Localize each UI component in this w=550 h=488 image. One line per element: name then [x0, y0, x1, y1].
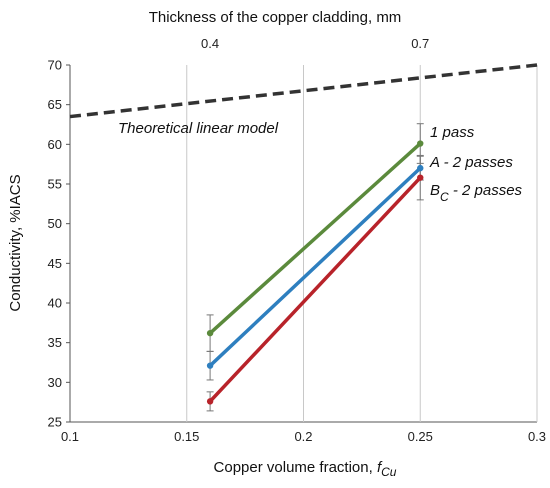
series-label-bc-sub: C: [440, 190, 449, 204]
x-tick-label: 0.2: [294, 429, 312, 444]
x-tick-label: 0.15: [174, 429, 199, 444]
y-tick-label: 65: [48, 97, 62, 112]
series-point: [206, 398, 214, 405]
series-label-a-2-passes: A - 2 passes: [429, 154, 513, 171]
x-axis-title-text: Copper volume fraction,: [214, 459, 377, 476]
x-tick-label: 0.25: [408, 429, 433, 444]
series-line-1: [208, 166, 422, 368]
y-tick-label: 30: [48, 375, 62, 390]
series-label-bc-rest: - 2 passes: [449, 182, 523, 199]
y-tick-label: 70: [48, 58, 62, 73]
top-tick-label: 0.4: [201, 36, 219, 51]
y-tick-label: 45: [48, 256, 62, 271]
y-tick-label: 50: [48, 216, 62, 231]
top-tick-label: 0.7: [411, 36, 429, 51]
model-line-label: Theoretical linear model: [118, 120, 279, 137]
y-tick-label: 25: [48, 415, 62, 430]
y-tick-labels: 25 30 35 40 45 50 55 60 65 70: [48, 58, 70, 430]
x-tick-label: 0.1: [61, 429, 79, 444]
top-axis-title: Thickness of the copper cladding, mm: [149, 9, 402, 26]
y-tick-label: 60: [48, 137, 62, 152]
series-point: [417, 164, 424, 172]
y-tick-label: 35: [48, 335, 62, 350]
model-line: [69, 63, 538, 119]
series-label-bc-2-passes: BC - 2 passes: [430, 182, 523, 204]
x-tick-label: 0.3: [528, 429, 546, 444]
x-tick-labels: 0.1 0.15 0.2 0.25 0.3: [61, 429, 546, 444]
series-layer: [206, 140, 424, 405]
series-label-1-pass: 1 pass: [430, 124, 475, 141]
x-axis-title: Copper volume fraction, fCu: [214, 459, 397, 479]
y-axis-title: Conductivity, %IACS: [7, 174, 24, 311]
series-point: [417, 140, 424, 147]
x-axis-title-subscript: Cu: [381, 465, 397, 479]
y-tick-label: 40: [48, 296, 62, 311]
series-point: [417, 174, 424, 181]
y-tick-label: 55: [48, 177, 62, 192]
series-label-bc-main: B: [430, 182, 440, 199]
series-point: [206, 362, 214, 369]
x-axis-title-symbol: f: [377, 459, 383, 476]
series-line-0: [208, 141, 422, 335]
model-line-layer: [69, 63, 538, 119]
top-axis: 0.4 0.7: [201, 36, 429, 51]
series-point: [206, 329, 214, 337]
series-line-2: [208, 175, 422, 404]
